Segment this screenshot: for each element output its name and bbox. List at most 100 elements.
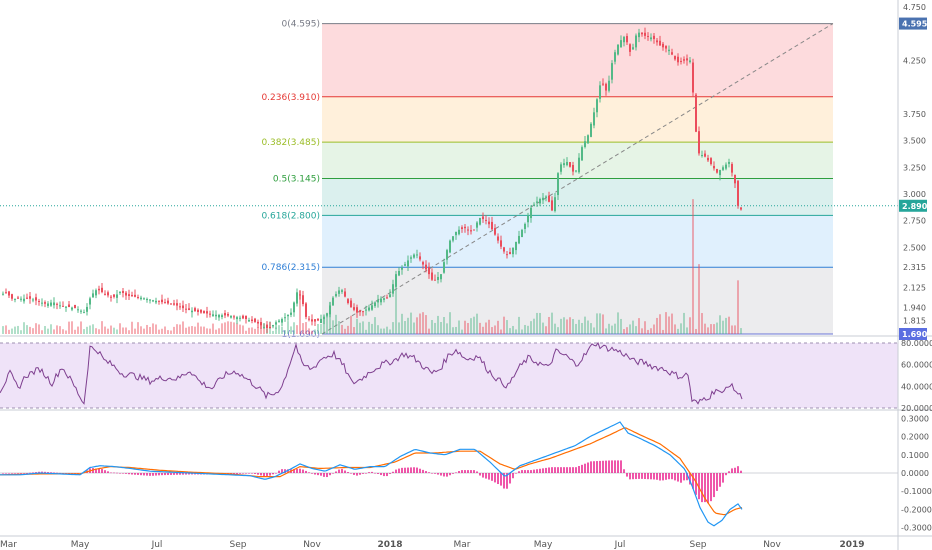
candle-body — [620, 40, 622, 48]
candle-body — [263, 326, 265, 328]
candle-body — [293, 302, 295, 313]
candle-body — [695, 94, 697, 132]
volume-bar — [599, 313, 601, 334]
volume-bar — [362, 321, 364, 334]
macd-histogram-bar — [131, 473, 133, 475]
volume-bar — [503, 316, 505, 334]
candle-body — [602, 83, 604, 85]
candle-body — [680, 60, 682, 62]
volume-bar — [641, 328, 643, 334]
candle-body — [716, 168, 718, 173]
volume-bar — [407, 317, 409, 334]
macd-histogram-bar — [59, 472, 61, 474]
macd-histogram-bar — [425, 471, 427, 473]
volume-bar — [632, 320, 634, 334]
macd-histogram-bar — [5, 473, 7, 474]
macd-histogram-bar — [638, 473, 640, 479]
macd-histogram-bar — [662, 473, 664, 481]
macd-tick-label: 0.2000 — [901, 433, 929, 442]
macd-histogram-bar — [671, 473, 673, 480]
volume-bar — [293, 322, 295, 334]
candle-body — [2, 293, 4, 295]
candle-body — [593, 112, 595, 126]
candle-body — [23, 298, 25, 302]
volume-bar — [20, 330, 22, 334]
volume-bar — [176, 324, 178, 334]
fib-level-label: 0(4.595) — [281, 20, 320, 30]
macd-histogram-bar — [167, 473, 169, 476]
candle-body — [359, 310, 361, 313]
macd-histogram-bar — [329, 473, 331, 476]
macd-histogram-bar — [293, 469, 295, 473]
candle-body — [440, 274, 442, 280]
volume-bar — [656, 317, 658, 334]
macd-histogram-bar — [389, 473, 391, 474]
candle-body — [713, 165, 715, 169]
macd-histogram-bar — [689, 473, 691, 485]
volume-bar — [260, 324, 262, 334]
macd-histogram-bar — [665, 473, 667, 480]
price-badge — [899, 328, 927, 340]
volume-bar — [173, 326, 175, 334]
candle-body — [497, 236, 499, 241]
candle-body — [740, 207, 742, 210]
macd-histogram-bar — [509, 473, 511, 484]
macd-histogram-bar — [305, 470, 307, 473]
volume-bar — [416, 317, 418, 334]
candle-body — [179, 306, 181, 308]
candle-body — [545, 196, 547, 198]
volume-bar — [563, 317, 565, 334]
volume-bar — [497, 320, 499, 334]
candle-body — [197, 309, 199, 312]
macd-histogram-bar — [497, 473, 499, 485]
volume-bar — [482, 326, 484, 334]
candle-body — [425, 264, 427, 270]
volume-bar — [698, 264, 700, 334]
macd-histogram-bar — [572, 467, 574, 473]
macd-histogram-bar — [410, 467, 412, 473]
x-tick-label: Sep — [690, 540, 707, 550]
volume-bar — [221, 323, 223, 334]
macd-histogram-bar — [302, 469, 304, 473]
candle-body — [449, 240, 451, 253]
macd-histogram-bar — [182, 473, 184, 475]
volume-bar — [53, 329, 55, 334]
volume-bar — [5, 325, 7, 334]
macd-histogram-bar — [713, 473, 715, 498]
candle-body — [257, 321, 259, 324]
candle-body — [374, 302, 376, 307]
macd-histogram-bar — [647, 473, 649, 480]
candle-body — [308, 318, 310, 320]
volume-bar — [524, 324, 526, 334]
macd-histogram-bar — [443, 473, 445, 477]
macd-histogram-bar — [698, 473, 700, 500]
macd-histogram-bar — [584, 463, 586, 473]
macd-histogram-bar — [371, 471, 373, 473]
candle-body — [398, 270, 400, 276]
volume-bar — [254, 328, 256, 334]
macd-histogram-bar — [494, 473, 496, 483]
volume-bar — [323, 314, 325, 334]
macd-histogram-bar — [320, 473, 322, 476]
volume-bar — [194, 326, 196, 334]
macd-histogram-bar — [296, 468, 298, 473]
macd-histogram-bar — [719, 473, 721, 487]
macd-histogram-bar — [149, 473, 151, 476]
volume-bar — [224, 322, 226, 334]
volume-bar — [635, 326, 637, 334]
candle-body — [626, 36, 628, 43]
volume-bar — [608, 323, 610, 334]
volume-bar — [74, 329, 76, 334]
macd-histogram-bar — [521, 470, 523, 473]
volume-bar — [95, 328, 97, 334]
macd-histogram-bar — [413, 467, 415, 473]
rsi-tick-label: 20.0000 — [901, 404, 932, 413]
candle-body — [212, 314, 214, 317]
candle-body — [461, 227, 463, 230]
macd-histogram-bar — [155, 473, 157, 476]
candle-body — [221, 315, 223, 318]
volume-bar — [242, 325, 244, 334]
volume-bar — [383, 328, 385, 334]
volume-bar — [539, 312, 541, 334]
volume-bar — [578, 319, 580, 334]
